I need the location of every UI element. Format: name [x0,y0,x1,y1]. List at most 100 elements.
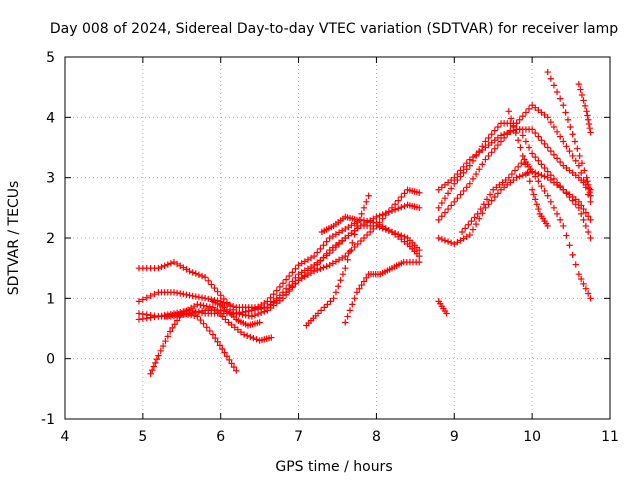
data-point [463,159,470,167]
data-point [401,233,408,240]
data-point [511,167,519,174]
data-point [577,210,585,218]
data-point [585,116,592,123]
x-tick-label: 7 [294,429,303,445]
data-point [139,296,147,303]
data-point [161,262,168,269]
data-point [538,172,545,179]
data-point [553,179,561,186]
data-point [332,289,340,296]
data-point [206,327,214,335]
data-point [541,173,548,180]
data-point [438,199,446,207]
data-point [135,316,143,323]
data-point [276,283,284,291]
data-point [189,269,196,276]
data-point [528,150,536,157]
data-point [566,242,573,249]
data-point [460,187,467,195]
data-point [547,172,555,179]
data-point [457,167,464,174]
x-tick-label: 6 [216,429,225,445]
data-point [317,265,324,272]
data-point [236,310,243,318]
data-point [580,216,587,224]
data-point [203,302,210,310]
data-point [209,331,217,338]
data-point [560,138,567,145]
data-point [566,147,573,155]
data-point [184,311,192,318]
series-s7 [209,298,263,329]
data-point [200,302,207,309]
data-point [522,138,530,145]
data-point [587,198,594,205]
data-point [550,204,558,212]
data-point [535,157,542,164]
data-point [580,280,587,288]
data-point [217,292,224,299]
data-point [183,291,190,298]
data-point [197,316,204,324]
data-point [519,112,526,120]
series-s19 [575,80,594,136]
data-point [353,216,361,224]
data-point [228,360,235,367]
data-point [240,331,248,338]
data-point [323,238,330,245]
data-point [398,193,405,201]
data-point [587,129,594,136]
data-point [214,338,221,345]
data-point [147,292,154,300]
data-point [560,222,567,230]
data-point [261,308,268,315]
data-point [587,192,594,199]
data-point [223,353,231,360]
data-point [451,180,458,187]
data-point [143,315,150,322]
data-point [351,231,358,238]
data-point [541,187,548,195]
data-point [376,212,383,219]
data-point [535,178,542,185]
data-point [363,231,371,239]
data-point [212,334,219,342]
data-point [477,205,484,213]
series-s8 [303,192,372,329]
data-point [586,124,593,132]
axis-ticks: 4 5 6 7 8 9 10 11 -1 0 1 2 3 4 5 [41,50,619,445]
data-point [158,263,165,271]
data-point [192,270,199,277]
data-point [398,204,405,211]
data-point [441,209,449,216]
data-point [401,202,408,210]
data-point [349,239,356,247]
data-point [585,290,592,297]
data-point [233,310,240,317]
data-point [525,144,533,151]
data-point [317,245,324,253]
data-point [553,210,561,218]
data-point [578,91,586,99]
data-point [382,226,389,233]
data-point [163,313,170,320]
data-point [220,299,228,306]
data-point [135,310,143,317]
data-point [201,274,209,281]
data-point [245,312,252,320]
data-point [544,144,551,151]
data-point [472,170,480,178]
data-point [349,301,356,308]
data-point [314,249,321,256]
data-point [323,263,330,270]
data-point [458,228,466,236]
data-point [538,182,545,190]
data-point [485,134,492,142]
data-point [337,277,344,284]
data-point [159,342,167,350]
data-point [222,316,229,323]
data-point [488,149,495,156]
data-point [205,277,212,285]
data-point [200,320,207,327]
data-point [268,334,275,341]
